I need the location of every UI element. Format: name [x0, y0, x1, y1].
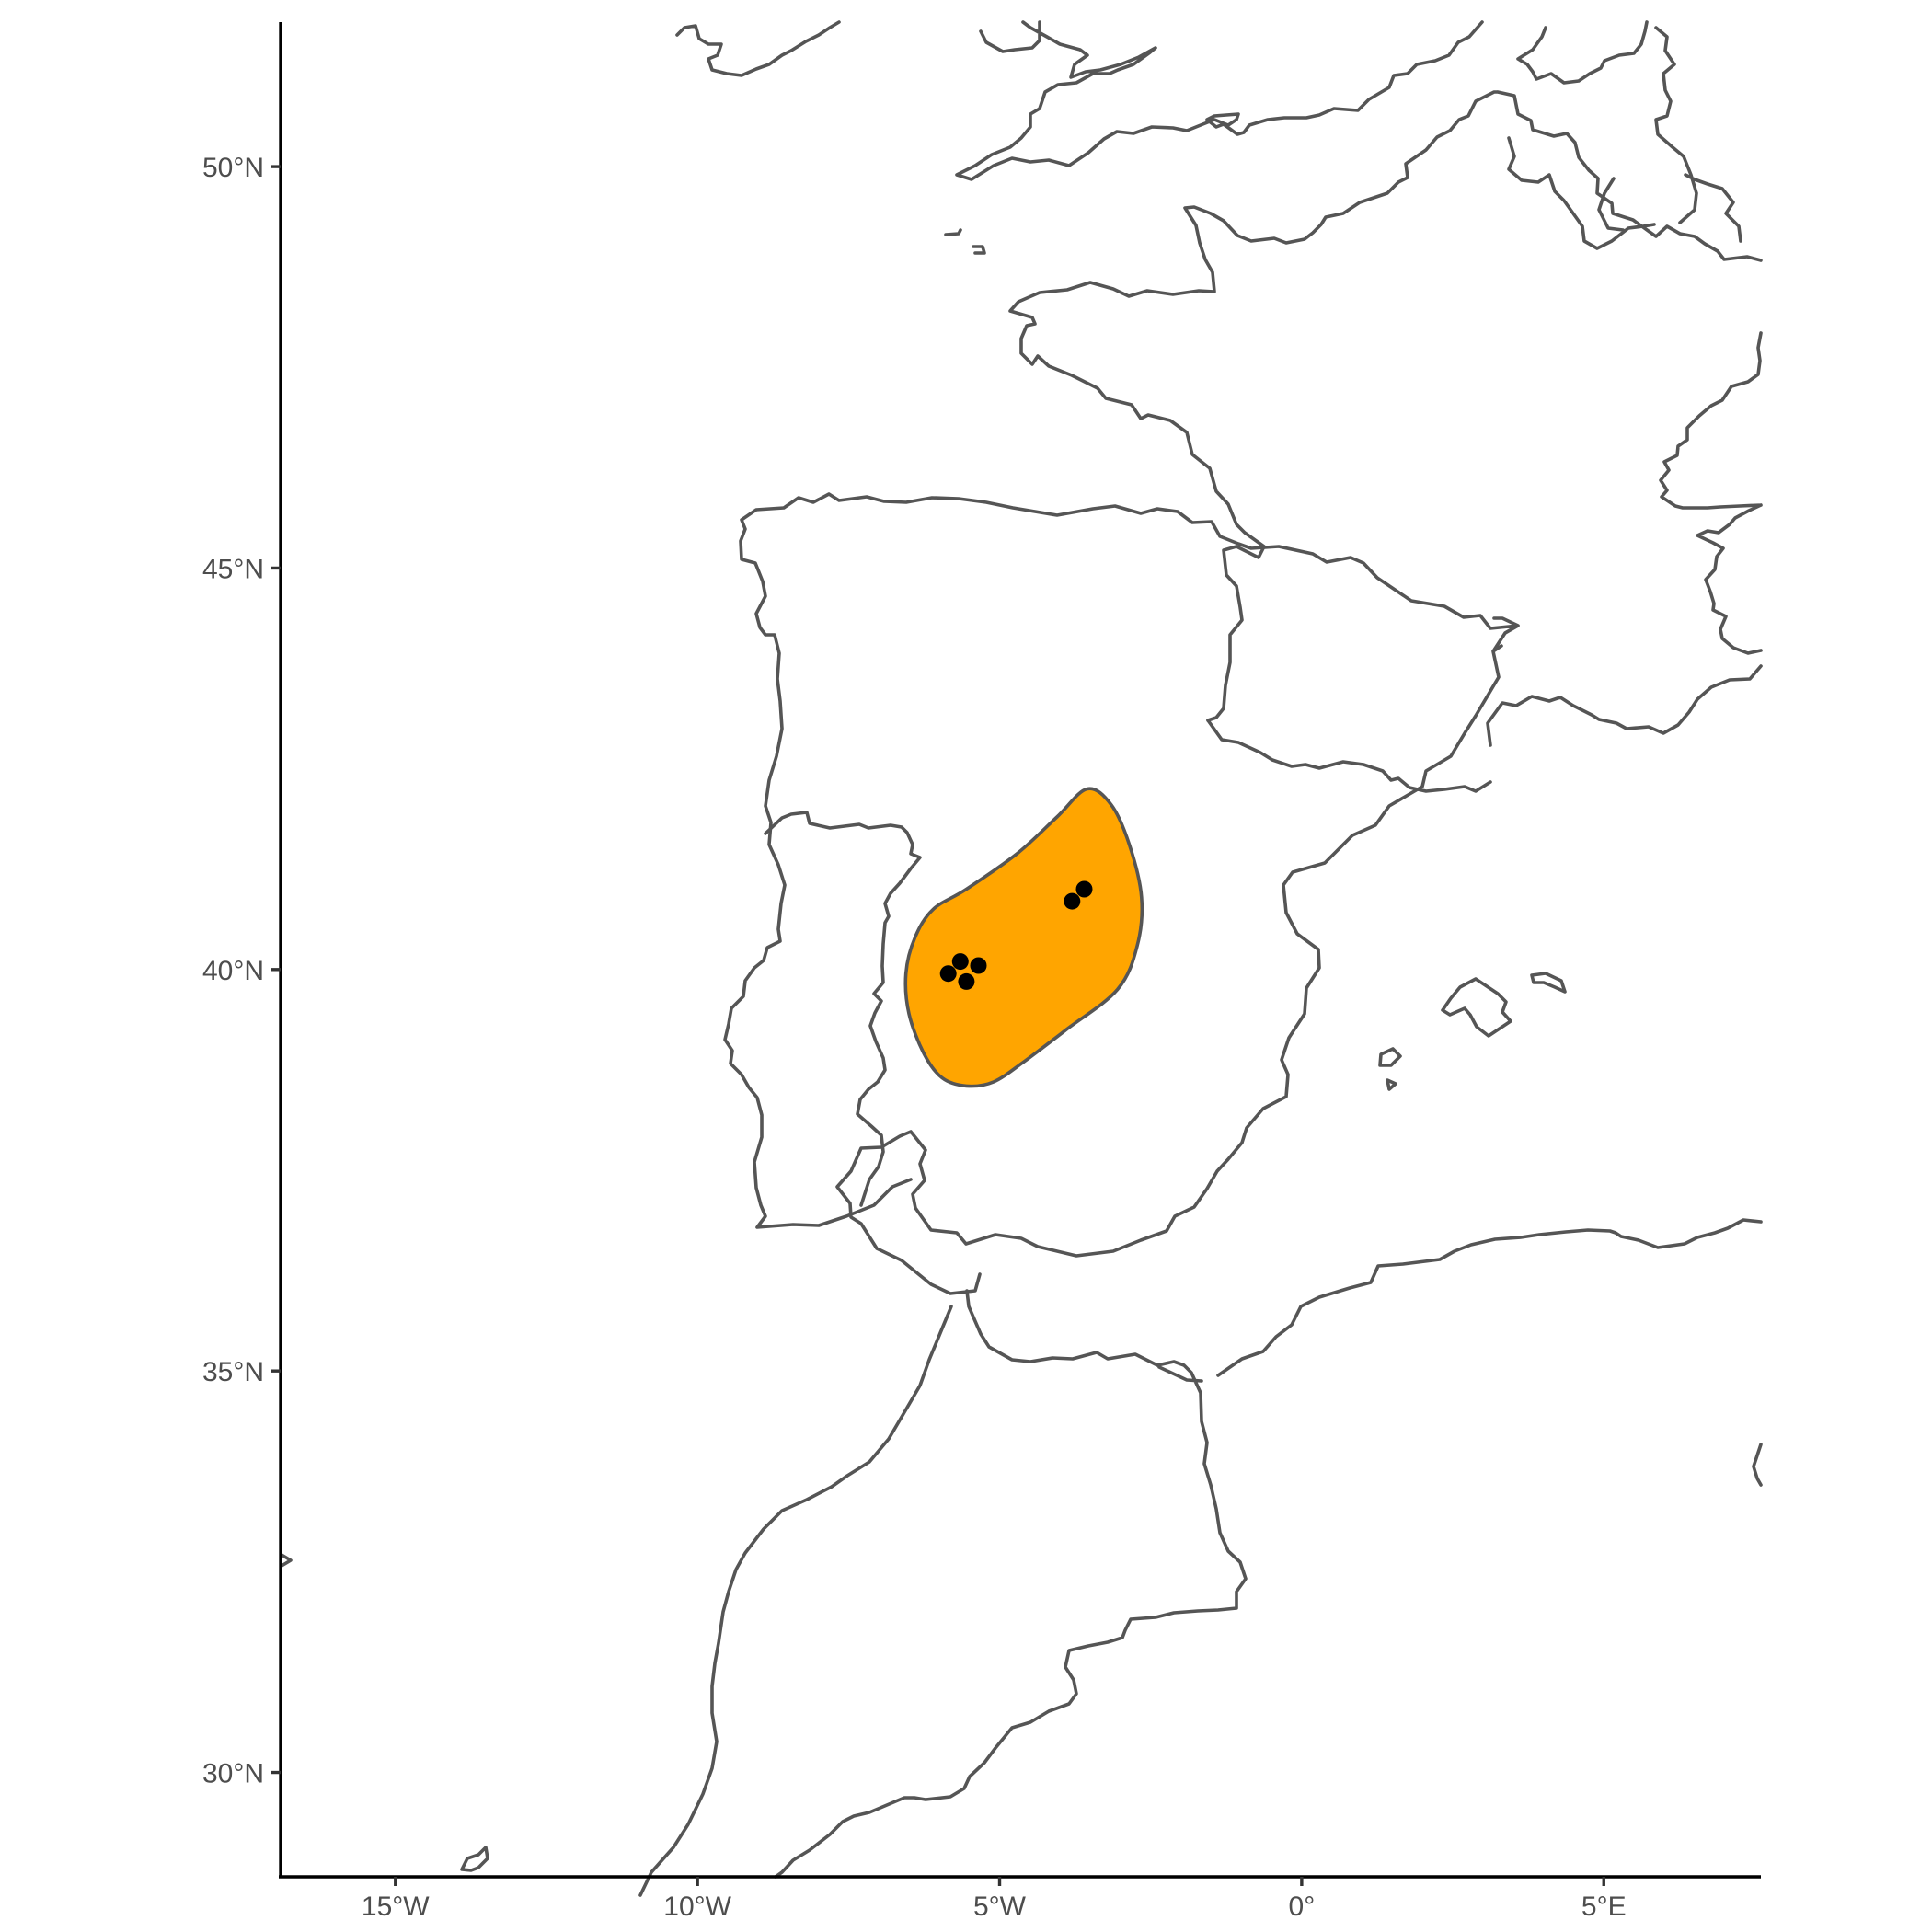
y-tick-label: 30°N	[202, 1759, 264, 1789]
coastline-britain	[675, 20, 1742, 255]
range-polygon	[903, 787, 1144, 1088]
x-tick-label: 5°W	[973, 1892, 1027, 1922]
island-madeira	[280, 1553, 293, 1568]
occurrence-point	[958, 972, 975, 990]
island-ibiza	[1378, 1047, 1402, 1091]
occurrence-point	[1075, 880, 1093, 898]
border-pyrenees	[1206, 719, 1492, 793]
y-axis-ticks: 50°N 45°N 40°N 35°N 30°N	[202, 153, 281, 1789]
island-mallorca	[1441, 977, 1512, 1038]
coastline-iberia-france	[723, 492, 1520, 1295]
x-tick-label: 15°W	[362, 1892, 430, 1922]
axes: 15°W 10°W 5°W 0° 5°E 50°N 45°N 40°N 35°N 30°N	[202, 22, 1761, 1922]
y-tick-label: 50°N	[202, 153, 264, 183]
y-tick-label: 40°N	[202, 956, 264, 986]
island-menorca	[1530, 972, 1567, 994]
coastline-north-africa	[638, 1218, 1763, 1897]
y-tick-label: 35°N	[202, 1357, 264, 1387]
coastline-france	[1008, 90, 1763, 747]
island-canary	[460, 1846, 489, 1872]
x-tick-label: 10°W	[663, 1892, 731, 1922]
occurrence-points	[939, 880, 1093, 990]
occurrence-point	[939, 965, 957, 983]
y-tick-label: 45°N	[202, 554, 264, 584]
x-axis-ticks: 15°W 10°W 5°W 0° 5°E	[362, 1877, 1627, 1922]
occurrence-point	[1064, 892, 1081, 910]
occurrence-point	[951, 953, 969, 971]
x-tick-label: 5°E	[1581, 1892, 1627, 1922]
border-spain-portugal	[764, 811, 922, 1207]
range-layer	[903, 787, 1144, 1088]
occurrence-point	[970, 957, 987, 974]
basemap-coastlines	[280, 20, 1763, 1897]
x-tick-label: 0°	[1289, 1892, 1316, 1922]
